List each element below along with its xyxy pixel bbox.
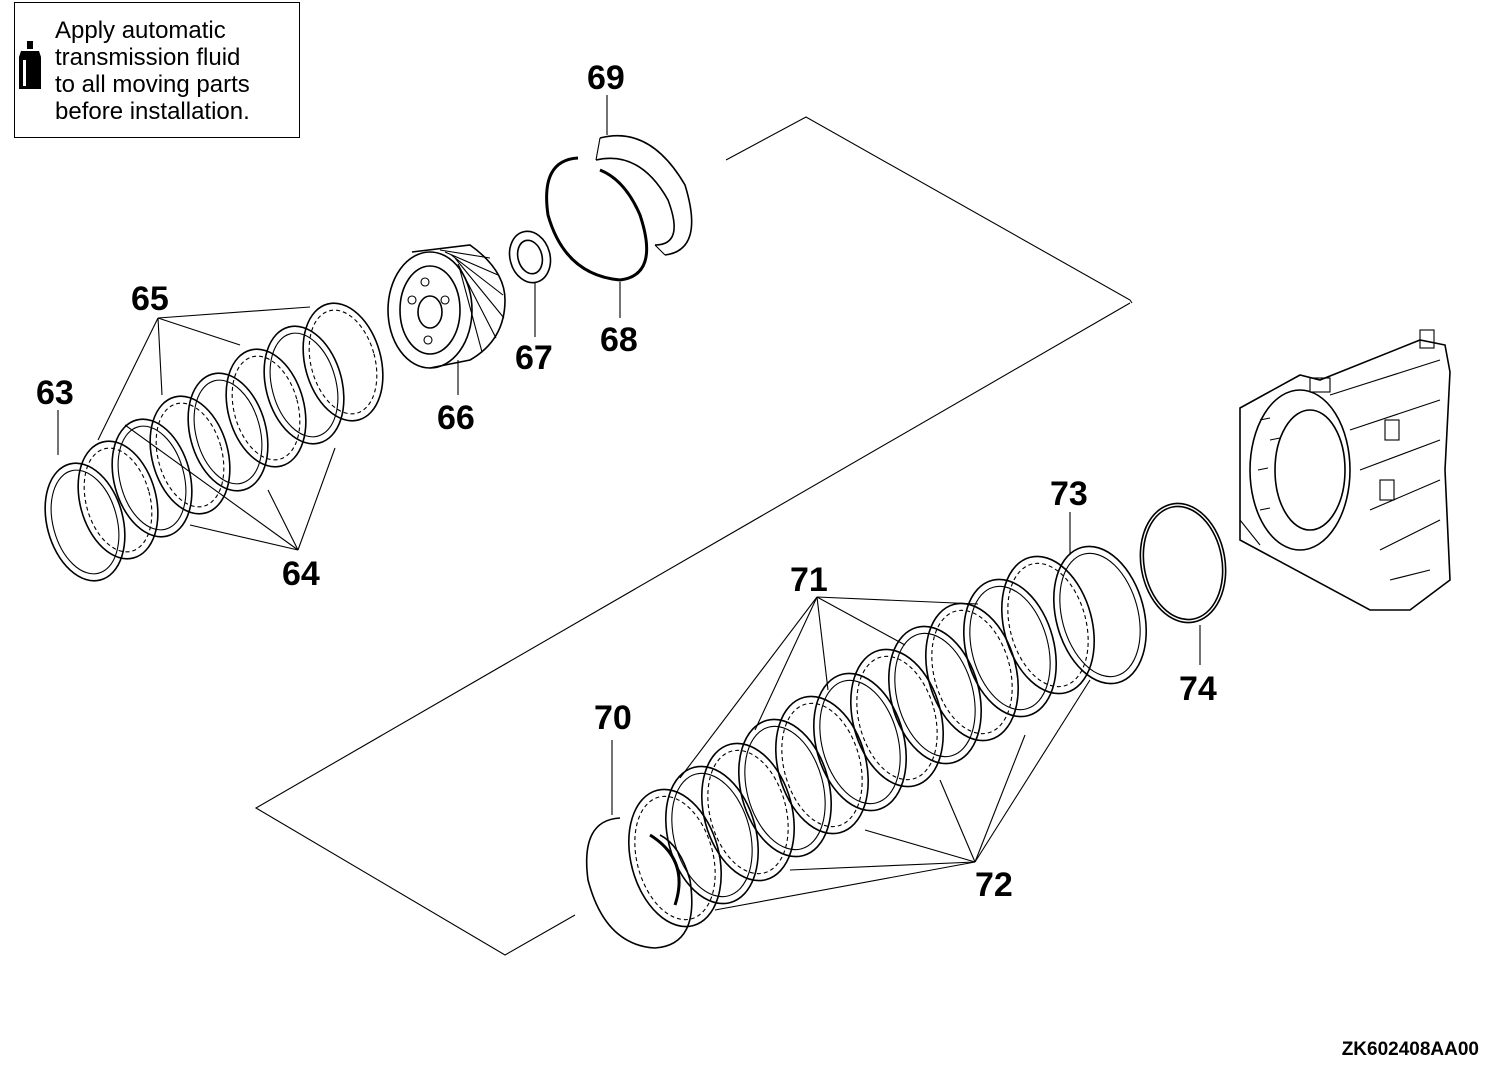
callout-65: 65 xyxy=(131,280,169,318)
clutch-ring-lower xyxy=(700,742,796,882)
leader-lines-65 xyxy=(97,306,311,441)
installation-note-text: Apply automatic transmission fluid to al… xyxy=(55,17,250,125)
clutch-ring-upper xyxy=(302,302,384,422)
clutch-ring-lower xyxy=(1000,555,1096,695)
figure-id: ZK602408AA00 xyxy=(1341,1039,1479,1060)
clutch-ring-upper xyxy=(187,372,269,492)
clutch-ring-upper xyxy=(77,440,159,560)
plate-69 xyxy=(595,134,693,256)
clutch-drum-66 xyxy=(387,244,506,369)
snap-ring-70 xyxy=(585,817,693,949)
snap-ring-68 xyxy=(545,156,649,282)
fluid-bottle-icon xyxy=(19,41,41,89)
callout-68: 68 xyxy=(600,321,638,359)
callout-70: 70 xyxy=(594,699,632,737)
leader-lines-71 xyxy=(679,596,979,779)
clutch-ring-lower xyxy=(664,765,760,905)
assembly-boundary-line xyxy=(725,116,1133,304)
callout-72: 72 xyxy=(975,866,1013,904)
callout-71: 71 xyxy=(790,561,828,599)
leader-lines-64 xyxy=(124,424,336,551)
transmission-case xyxy=(1239,329,1451,611)
clutch-ring-lower xyxy=(737,718,833,858)
upper-clutch-pack xyxy=(44,302,384,582)
clutch-ring-lower xyxy=(627,788,723,928)
clutch-ring-upper xyxy=(263,325,345,445)
clutch-ring-upper xyxy=(149,395,231,515)
installation-note-box: Apply automatic transmission fluid to al… xyxy=(14,2,300,138)
clutch-ring-lower xyxy=(1052,545,1148,685)
clutch-ring-upper xyxy=(44,462,126,582)
callout-63: 63 xyxy=(36,374,74,412)
thrust-washer-67 xyxy=(508,230,552,284)
callout-64: 64 xyxy=(282,555,320,593)
clutch-ring-upper xyxy=(111,418,193,538)
callout-66: 66 xyxy=(437,399,475,437)
callout-73: 73 xyxy=(1050,475,1088,513)
callout-69: 69 xyxy=(587,59,625,97)
assembly-boundary-line-lower xyxy=(254,302,1131,956)
callout-74: 74 xyxy=(1179,670,1217,708)
leader-lines-72 xyxy=(714,679,1091,911)
clutch-ring-lower xyxy=(849,648,945,788)
clutch-ring-lower xyxy=(962,578,1058,718)
callout-67: 67 xyxy=(515,339,553,377)
o-ring-74 xyxy=(1139,502,1227,624)
lower-clutch-pack xyxy=(627,545,1148,928)
clutch-ring-upper xyxy=(225,348,307,468)
